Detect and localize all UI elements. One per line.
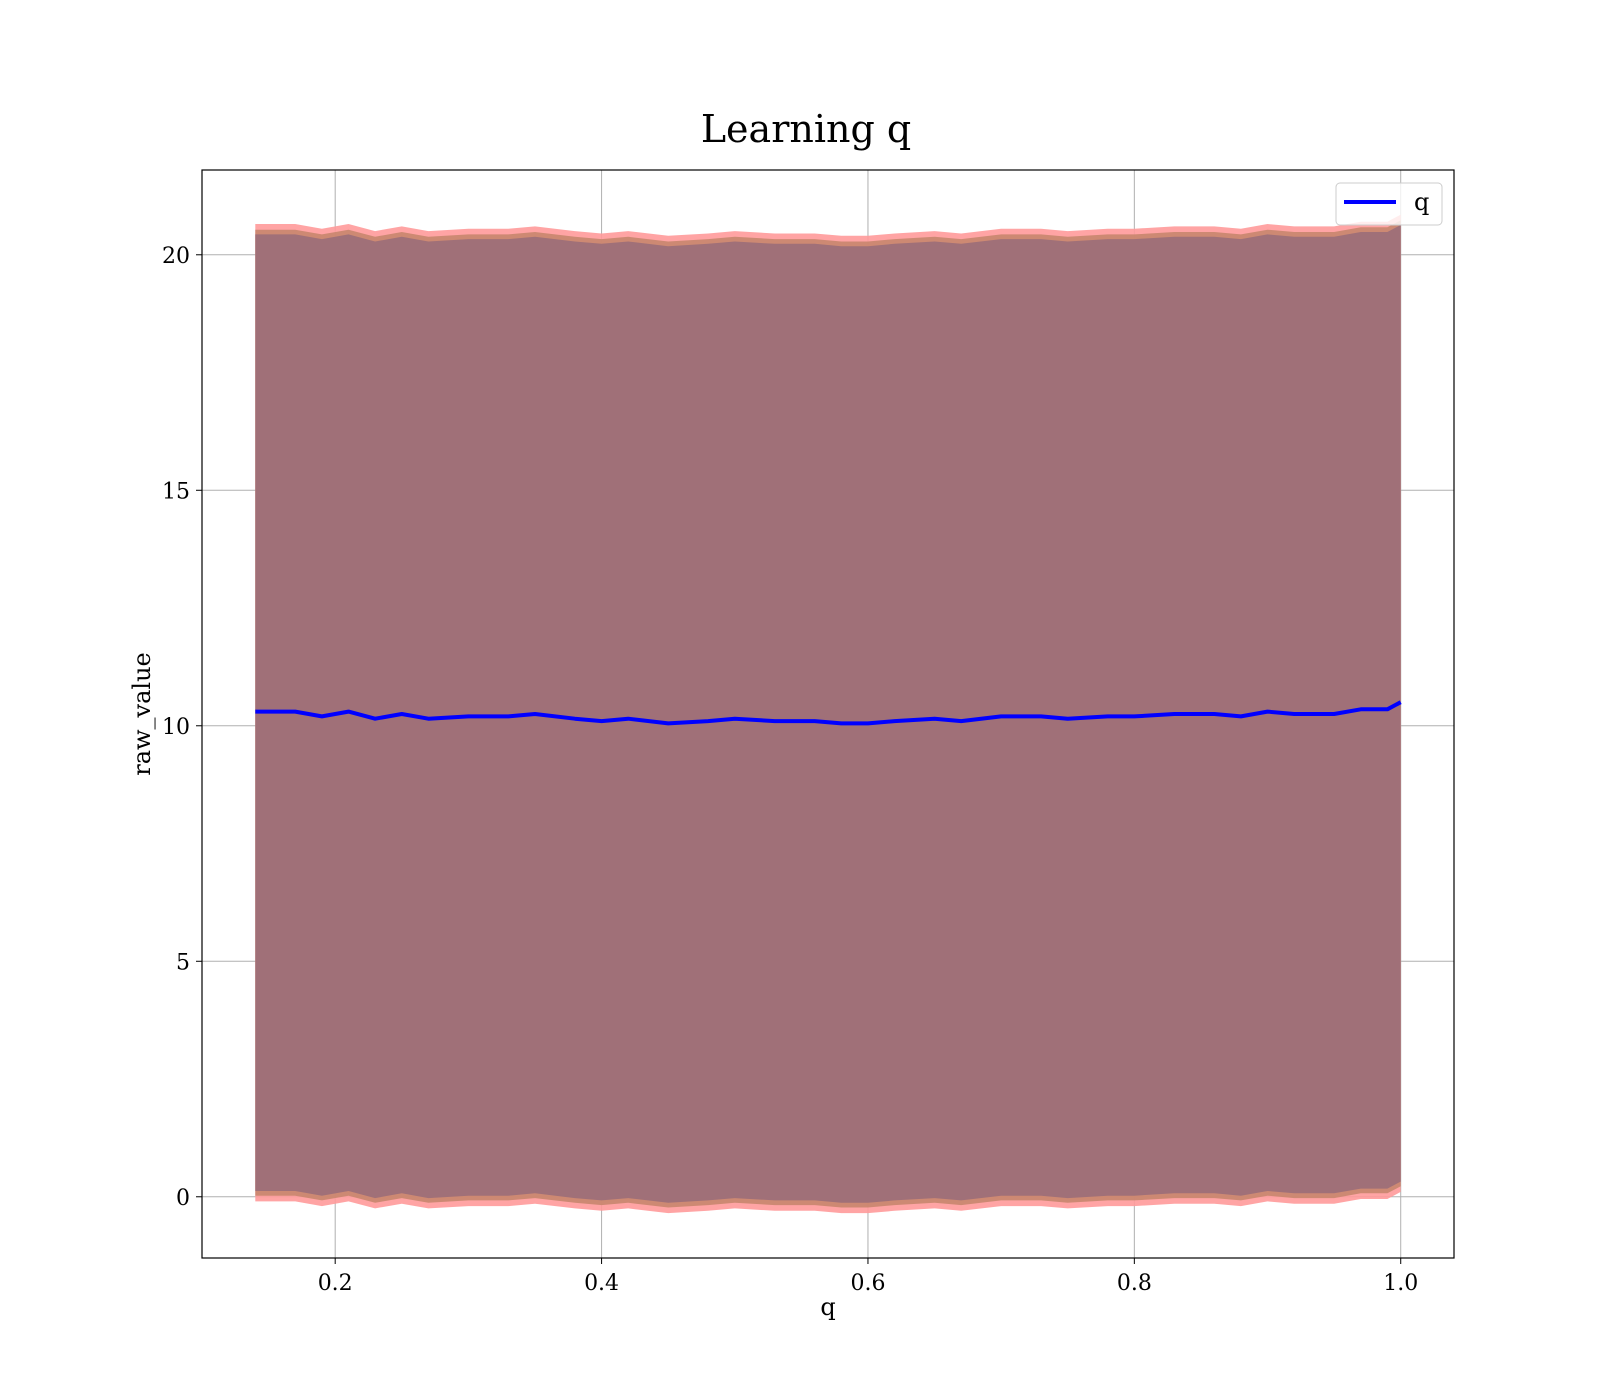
y-tick-label: 10 [162, 715, 190, 740]
y-axis-label: raw_value [128, 652, 156, 776]
band-fill [255, 225, 1401, 1203]
confidence-band [255, 214, 1401, 1214]
plot-frame [201, 169, 1455, 1259]
legend-label-q: q [1414, 188, 1429, 216]
x-tick-label: 1.0 [1383, 1271, 1418, 1296]
y-tick-label: 20 [162, 244, 190, 269]
y-tick-label: 0 [176, 1186, 190, 1211]
x-axis-label: q [820, 1293, 835, 1321]
y-tick-label: 5 [176, 950, 190, 975]
chart-title: Learning q [701, 107, 911, 151]
y-tick-label: 15 [162, 479, 190, 504]
series-layer [255, 700, 1402, 726]
axis-ticks: 0.2 0.4 0.6 0.8 1.0 0 5 10 15 20 [162, 244, 1418, 1296]
series-line-q [255, 700, 1402, 726]
x-tick-label: 0.4 [584, 1271, 619, 1296]
x-tick-label: 0.2 [318, 1271, 353, 1296]
x-tick-label: 0.8 [1117, 1271, 1152, 1296]
x-tick-label: 0.6 [850, 1271, 885, 1296]
legend: q [1335, 182, 1443, 226]
